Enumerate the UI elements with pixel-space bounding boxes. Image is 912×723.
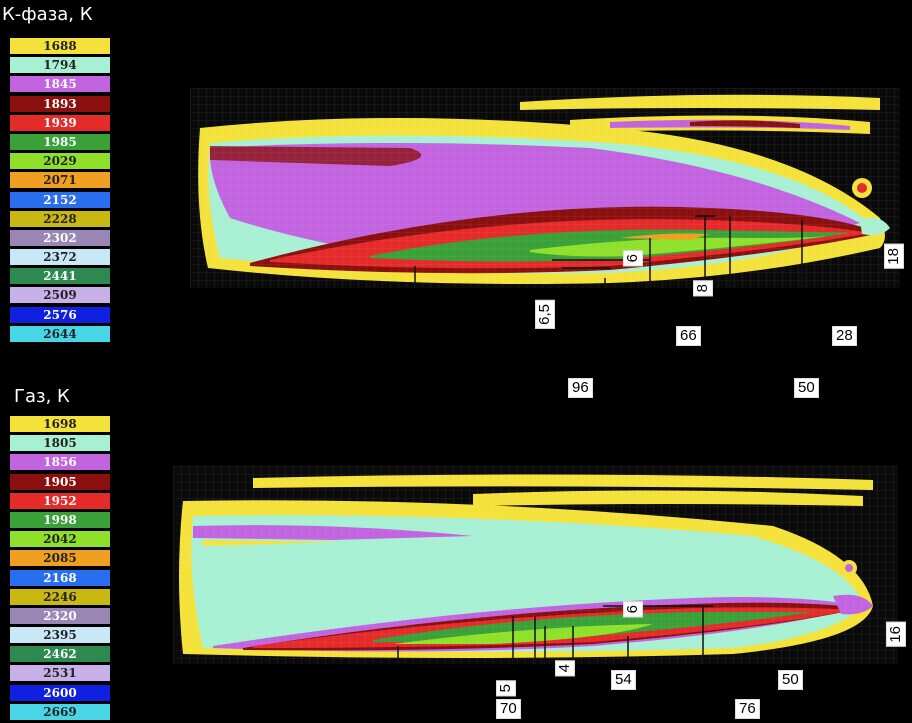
legend-swatch: 2168 bbox=[10, 569, 110, 586]
thermogram-gas bbox=[173, 466, 898, 664]
legend-swatch: 2228 bbox=[10, 210, 110, 227]
legend-swatch: 2029 bbox=[10, 153, 110, 170]
dim-label-96: 96 bbox=[568, 378, 593, 398]
legend-swatch: 2042 bbox=[10, 531, 110, 548]
dim-label-6: 6 bbox=[623, 250, 643, 267]
dim-label-76: 76 bbox=[735, 699, 760, 719]
legend-swatch: 2644 bbox=[10, 325, 110, 342]
dim-label-6-5: 6,5 bbox=[535, 300, 555, 329]
thermogram-k-phase bbox=[190, 88, 900, 288]
dim-label-66: 66 bbox=[676, 326, 701, 346]
legend-swatch: 2576 bbox=[10, 306, 110, 323]
legend-swatch: 2531 bbox=[10, 665, 110, 682]
legend-swatch: 1985 bbox=[10, 133, 110, 150]
legend-swatch: 1845 bbox=[10, 76, 110, 93]
dim-label-50-bottom: 50 bbox=[778, 670, 803, 690]
legend-swatch: 1856 bbox=[10, 454, 110, 471]
legend-swatch: 1998 bbox=[10, 511, 110, 528]
dim-label-54: 54 bbox=[611, 670, 636, 690]
legend-k-phase: 1688 1794 1845 1893 1939 1985 2029 2071 2152 2228… bbox=[10, 38, 110, 345]
legend-swatch: 2152 bbox=[10, 191, 110, 208]
dim-label-50-top: 50 bbox=[794, 378, 819, 398]
legend-swatch: 1698 bbox=[10, 416, 110, 432]
legend-swatch: 2320 bbox=[10, 607, 110, 624]
dim-label-4: 4 bbox=[555, 660, 575, 677]
legend-swatch: 1688 bbox=[10, 38, 110, 54]
legend-swatch: 2071 bbox=[10, 172, 110, 189]
dim-label-18: 18 bbox=[884, 244, 904, 269]
legend-title-k-phase: К-фаза, К bbox=[2, 4, 93, 25]
legend-swatch: 2462 bbox=[10, 646, 110, 663]
legend-swatch: 1805 bbox=[10, 435, 110, 452]
dim-label-28: 28 bbox=[832, 326, 857, 346]
legend-gas: 1698 1805 1856 1905 1952 1998 2042 2085 2168 2246… bbox=[10, 416, 110, 723]
dim-label-70: 70 bbox=[496, 699, 521, 719]
legend-swatch: 2441 bbox=[10, 268, 110, 285]
legend-swatch: 2669 bbox=[10, 703, 110, 720]
legend-swatch: 2395 bbox=[10, 627, 110, 644]
legend-swatch: 1893 bbox=[10, 95, 110, 112]
legend-swatch: 2600 bbox=[10, 684, 110, 701]
legend-swatch: 2246 bbox=[10, 588, 110, 605]
legend-swatch: 1905 bbox=[10, 473, 110, 490]
dim-label-8: 8 bbox=[693, 280, 713, 297]
legend-swatch: 1952 bbox=[10, 492, 110, 509]
legend-title-gas: Газ, К bbox=[14, 386, 70, 407]
legend-swatch: 2509 bbox=[10, 287, 110, 304]
legend-swatch: 2372 bbox=[10, 249, 110, 266]
legend-swatch: 1939 bbox=[10, 114, 110, 131]
legend-swatch: 2302 bbox=[10, 229, 110, 246]
dim-label-6-bottom: 6 bbox=[623, 601, 643, 618]
dim-label-5: 5 bbox=[496, 680, 516, 697]
legend-swatch: 2085 bbox=[10, 550, 110, 567]
dim-label-16: 16 bbox=[886, 622, 906, 647]
legend-swatch: 1794 bbox=[10, 57, 110, 74]
